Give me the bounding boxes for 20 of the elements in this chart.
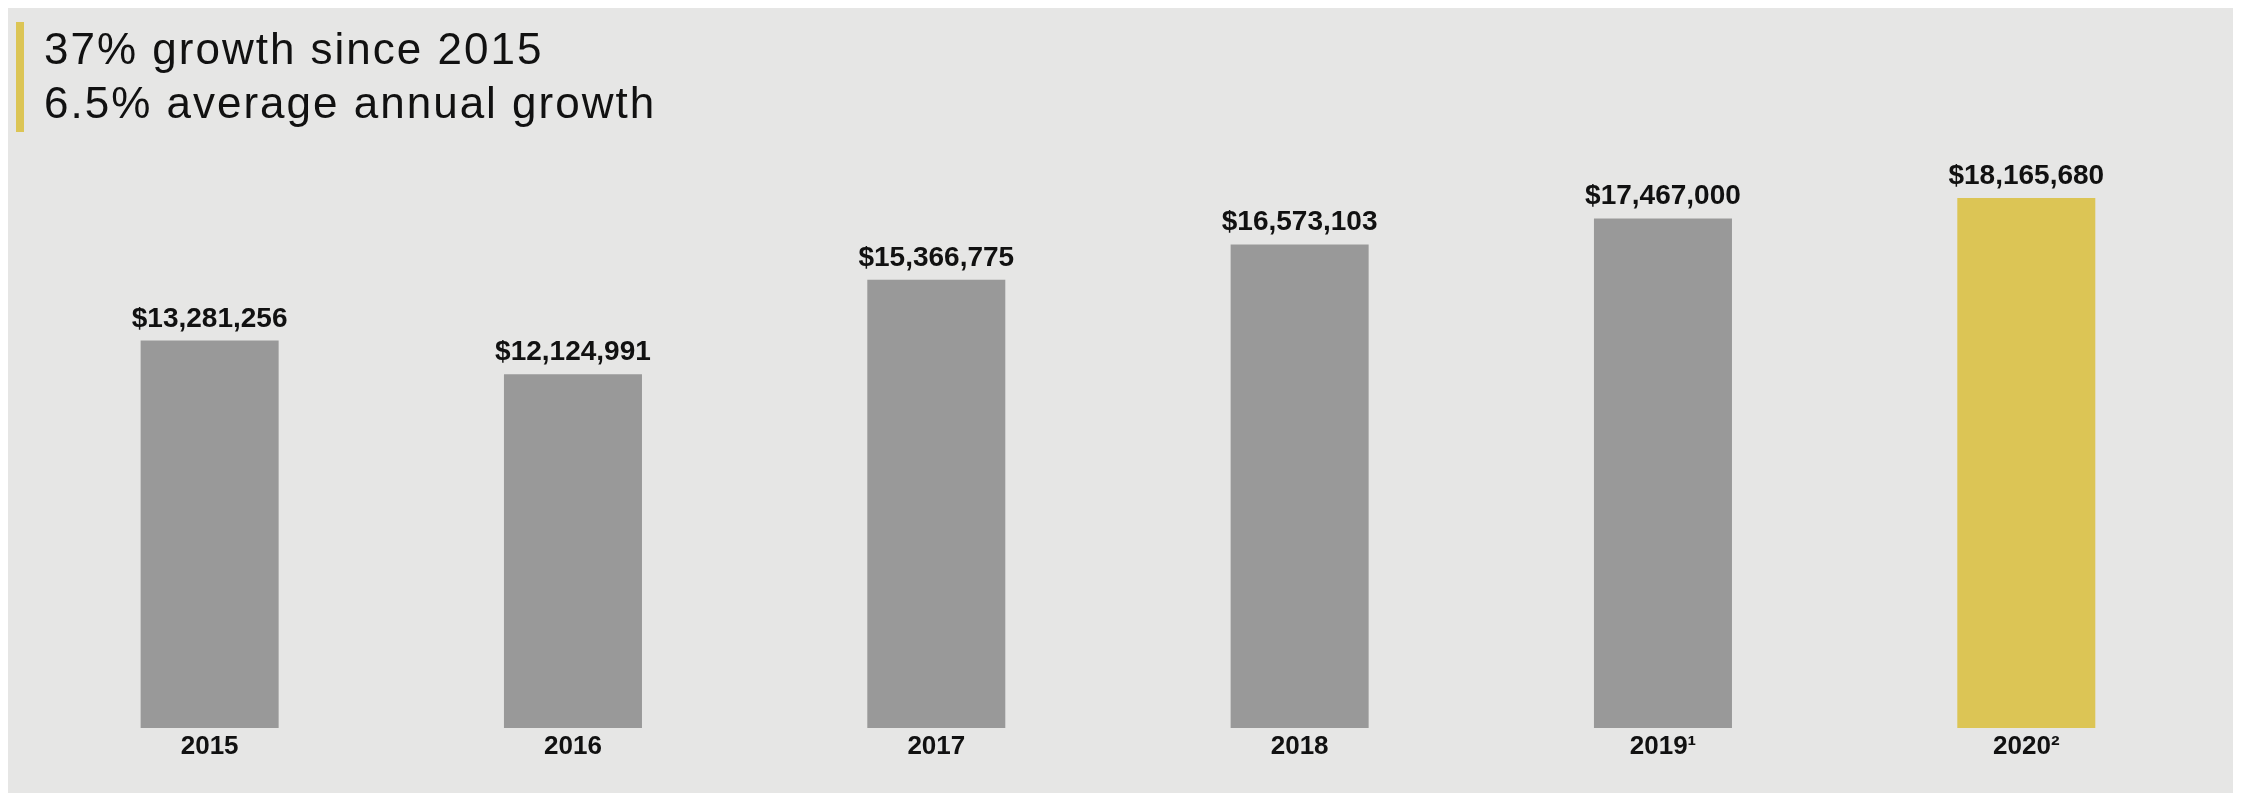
x-tick-label: 2020²	[1993, 730, 2060, 761]
data-label: $15,366,775	[858, 240, 1015, 272]
bar	[1593, 218, 1732, 728]
data-label: $18,165,680	[1948, 159, 2105, 190]
x-tick-label: 2016	[544, 730, 602, 761]
x-tick-label: 2019¹	[1629, 730, 1697, 761]
text: 6.5% average annual growth	[44, 77, 657, 129]
data-label: $17,467,000	[1585, 179, 1741, 211]
bar	[140, 340, 279, 728]
text: 37% growth since 2015	[44, 23, 545, 75]
data-label: $16,573,103	[1221, 205, 1378, 237]
data-label: $13,281,256	[131, 301, 288, 333]
bar	[1230, 244, 1369, 728]
x-tick-label: 2018	[1270, 730, 1329, 761]
bar	[867, 279, 1006, 728]
bar	[503, 374, 642, 728]
data-label: $12,124,991	[495, 335, 651, 367]
x-tick-label: 2017	[907, 730, 966, 761]
x-tick-label: 2015	[180, 730, 239, 761]
bar	[1957, 198, 2096, 728]
